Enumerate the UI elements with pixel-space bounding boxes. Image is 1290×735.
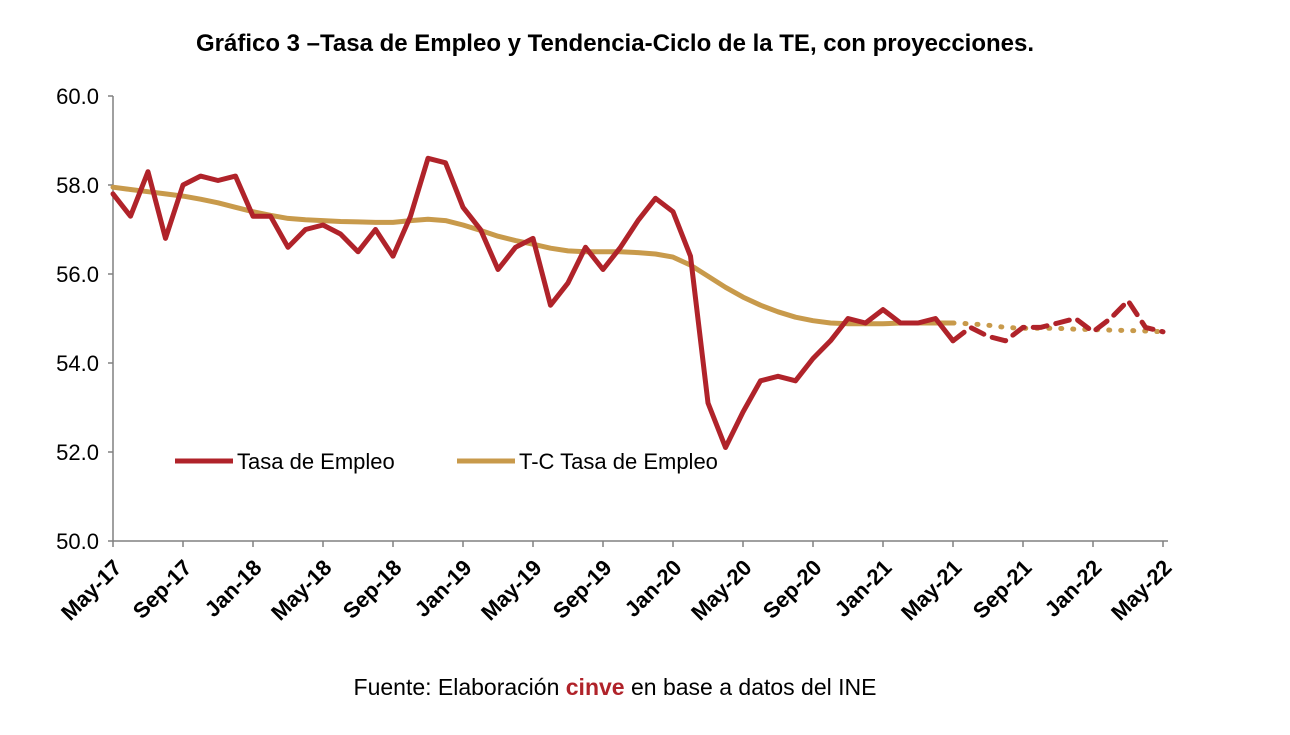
y-tick-label: 58.0	[56, 173, 99, 198]
x-tick-label: May-22	[1106, 555, 1176, 625]
y-tick-label: 50.0	[56, 529, 99, 554]
source-brand: cinve	[565, 674, 625, 700]
series-line-t-c-tasa-de-empleo	[110, 184, 956, 327]
x-tick-label: Jan-20	[620, 555, 687, 622]
x-tick-label: Jan-21	[830, 555, 897, 622]
x-tick-label: May-19	[476, 555, 546, 625]
x-tick-label: May-17	[56, 555, 126, 625]
series-projection-t-c-tasa-de-empleo	[950, 320, 1166, 335]
series-projection-tasa-de-empleo	[950, 298, 1166, 344]
x-tick-label: Sep-20	[758, 555, 827, 624]
source-prefix: Fuente: Elaboración	[353, 674, 566, 700]
series-line-tasa-de-empleo	[110, 155, 956, 450]
x-tick-label: Jan-22	[1040, 555, 1107, 622]
x-tick-label: Sep-19	[548, 555, 617, 624]
legend-item-tasa-de-empleo-label: Tasa de Empleo	[237, 449, 395, 474]
x-tick-label: Jan-18	[200, 555, 267, 622]
legend-item-t-c-tasa-de-empleo-label: T-C Tasa de Empleo	[519, 449, 718, 474]
x-tick-label: May-21	[896, 555, 966, 625]
x-tick-label: May-18	[266, 555, 336, 625]
x-tick-label: Sep-18	[338, 555, 407, 624]
x-tick-label: May-20	[686, 555, 756, 625]
source-suffix: en base a datos del INE	[624, 674, 877, 700]
x-tick-label: Sep-17	[128, 555, 197, 624]
x-tick-label: Sep-21	[968, 555, 1037, 624]
y-tick-label: 52.0	[56, 440, 99, 465]
x-tick-label: Jan-19	[410, 555, 477, 622]
source-note: Fuente: Elaboración cinve en base a dato…	[0, 674, 1230, 701]
chart-title: Gráfico 3 –Tasa de Empleo y Tendencia-Ci…	[195, 30, 1035, 57]
plot-area	[110, 155, 1166, 450]
y-tick-label: 54.0	[56, 351, 99, 376]
y-tick-label: 56.0	[56, 262, 99, 287]
legend: Tasa de Empleo T-C Tasa de Empleo	[175, 449, 718, 474]
y-tick-label: 60.0	[56, 84, 99, 109]
